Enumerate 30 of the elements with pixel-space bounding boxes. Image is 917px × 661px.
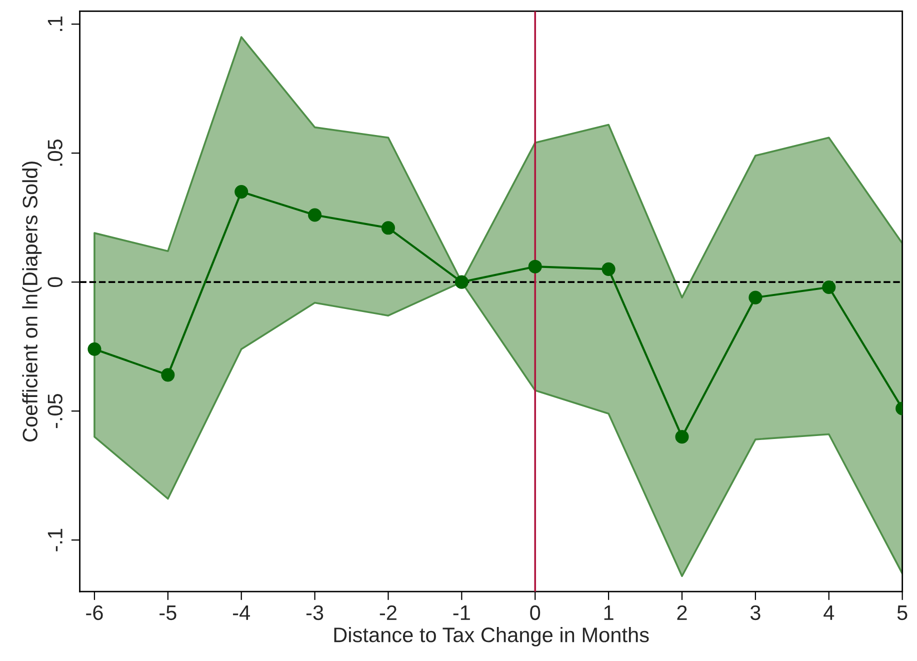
x-tick-label: -5 (160, 606, 176, 620)
point (748, 290, 762, 304)
y-tick-label: .05 (48, 139, 62, 166)
x-tick-label: 2 (677, 605, 687, 620)
y-tick-label: 0 (48, 277, 62, 288)
x-tick-label: -4 (233, 606, 250, 620)
x-tick-label: 4 (824, 606, 834, 620)
point (234, 185, 248, 199)
point (381, 221, 396, 235)
point (675, 430, 689, 444)
point (528, 260, 542, 274)
y-tick-label: .1 (48, 16, 62, 31)
point (822, 280, 836, 294)
x-tick-label: -3 (306, 605, 324, 620)
y-tick-label: -.1 (48, 528, 62, 552)
x-tick-label: 0 (530, 605, 540, 620)
x-tick-label: -6 (86, 605, 103, 620)
x-tick-label: 3 (750, 605, 760, 620)
point (454, 275, 468, 289)
x-tick-label: -2 (380, 605, 396, 620)
y-axis-title: Coefficient on ln(Diapers Sold) (22, 162, 42, 442)
point (161, 368, 175, 382)
x-tick-label: 5 (897, 606, 908, 620)
x-tick-label: -1 (453, 606, 470, 620)
point (88, 342, 102, 356)
x-axis-title: Distance to Tax Change in Months (334, 626, 649, 646)
point (602, 262, 616, 276)
y-tick-label: -.05 (48, 394, 62, 428)
x-tick-label: 1 (604, 606, 614, 620)
point (308, 208, 322, 222)
